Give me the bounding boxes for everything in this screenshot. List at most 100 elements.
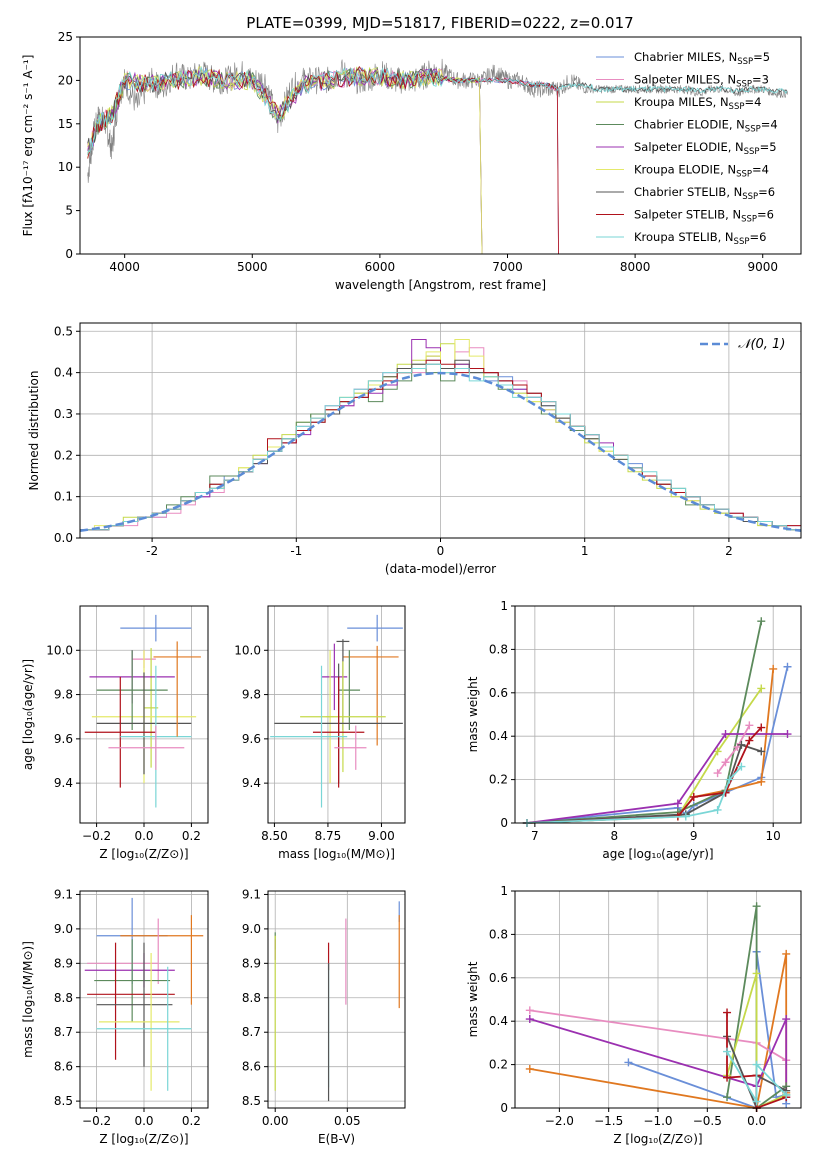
model-line <box>87 66 483 254</box>
massweight-vs-Z-panel: −2.0 −1.5 −1.0 −0.5 0.0 0 0.2 0.4 0.6 0.8 1 Z [log₁… <box>466 884 802 1146</box>
y-axis-label: mass weight <box>466 676 480 752</box>
weight-line <box>526 687 763 824</box>
legend-sub: SSP <box>734 237 750 247</box>
y-tick-label: 8.8 <box>242 991 261 1005</box>
legend-label: Salpeter ELODIE, NSSP=5 <box>634 140 777 157</box>
x-tick-label: −0.5 <box>693 1114 722 1128</box>
massweight-vs-age-panel: 7 8 9 10 0 0.2 0.4 0.6 0.8 1 age [log₁₀(age/yr)] ma… <box>466 599 802 861</box>
weight-marker <box>725 775 734 784</box>
y-tick-label: 10 <box>58 160 73 174</box>
x-tick-label: 8000 <box>620 260 651 274</box>
y-tick-label: 8.5 <box>242 1094 261 1108</box>
y-axis-label: Flux [fλ10⁻¹⁷ erg cm⁻² s⁻¹ A⁻¹] <box>21 55 35 237</box>
x-tick-label: 0.0 <box>134 1114 153 1128</box>
weight-marker <box>713 805 722 814</box>
y-tick-label: 0.4 <box>489 729 508 743</box>
model-line <box>87 67 559 254</box>
legend-label: Kroupa MILES, NSSP=4 <box>634 95 761 112</box>
x-tick-label: -1 <box>290 544 302 558</box>
y-tick-label: 25 <box>58 30 73 44</box>
y-tick-label: 10.0 <box>46 643 73 657</box>
weight-marker <box>681 812 690 821</box>
weight-marker <box>757 684 766 693</box>
weight-marker <box>757 747 766 756</box>
axes-frame <box>267 605 406 824</box>
model-line <box>87 68 483 254</box>
x-axis-label: wavelength [Angstrom, rest frame] <box>335 278 546 292</box>
y-tick-label: 0.5 <box>54 324 73 338</box>
weight-marker <box>723 1093 732 1102</box>
y-tick-label: 0 <box>500 1101 508 1115</box>
y-tick-label: 9.0 <box>242 922 261 936</box>
legend-count: =3 <box>752 73 769 87</box>
x-axis-label: Z [log₁₀(Z/Z⊙)] <box>613 1132 702 1146</box>
y-tick-label: 8.5 <box>54 1094 73 1108</box>
x-tick-label: −0.2 <box>82 1114 111 1128</box>
x-tick-label: −1.0 <box>643 1114 672 1128</box>
y-tick-label: 0 <box>65 247 73 261</box>
weight-marker <box>721 730 730 739</box>
spectrum-legend: Chabrier MILES, NSSP=5 Salpeter MILES, NS… <box>596 50 778 247</box>
axes-frame <box>514 605 802 824</box>
weight-marker <box>783 730 792 739</box>
y-tick-label: 0 <box>500 816 508 830</box>
y-tick-label: 0.8 <box>489 927 508 941</box>
model-line <box>87 66 559 254</box>
legend-label: Chabrier MILES, NSSP=5 <box>634 50 770 67</box>
x-tick-label: 8.75 <box>315 829 342 843</box>
y-axis-label: age [log₁₀(age/yr)] <box>21 659 35 770</box>
x-tick-label: 0.2 <box>182 829 201 843</box>
legend-count: =6 <box>758 185 775 199</box>
weight-line <box>526 621 763 824</box>
weight-line <box>526 666 789 824</box>
weight-marker <box>624 1058 633 1067</box>
y-tick-label: 8.6 <box>242 1060 261 1074</box>
weight-marker <box>752 1060 761 1069</box>
x-axis-label: age [log₁₀(age/yr)] <box>602 847 713 861</box>
y-tick-label: 8.9 <box>54 956 73 970</box>
x-tick-label: 9000 <box>747 260 778 274</box>
age-vs-Z-panel: −0.2 0.0 0.2 9.4 9.6 9.8 10.0 Z [log₁₀(Z/Z⊙)] ag… <box>21 605 209 861</box>
y-tick-label: 1 <box>500 884 508 898</box>
y-tick-label: 0.6 <box>489 971 508 985</box>
legend-sub: SSP <box>741 215 757 225</box>
y-tick-label: 9.4 <box>54 776 73 790</box>
weight-marker <box>525 1064 534 1073</box>
weight-line <box>526 668 775 824</box>
x-tick-label: 0.0 <box>747 1114 766 1128</box>
y-tick-label: 8.7 <box>242 1025 261 1039</box>
mass-vs-Z-panel: −0.2 0.0 0.2 8.5 8.6 8.7 8.8 8.9 9.0 9.1 Z [log₁₀(… <box>21 887 209 1146</box>
legend-label: Kroupa ELODIE, NSSP=4 <box>634 163 769 180</box>
y-tick-label: 10.0 <box>234 643 261 657</box>
x-tick-label: 1 <box>581 544 589 558</box>
legend-sub: SSP <box>736 80 752 90</box>
weight-marker <box>737 740 746 749</box>
x-tick-label: 0.00 <box>262 1114 289 1128</box>
y-tick-label: 9.4 <box>242 776 261 790</box>
weight-marker <box>782 949 791 958</box>
y-tick-label: 8.6 <box>54 1060 73 1074</box>
weight-marker <box>782 1090 791 1099</box>
y-tick-label: 15 <box>58 117 73 131</box>
legend-sub: SSP <box>744 147 760 157</box>
legend-count: =5 <box>753 50 770 64</box>
weight-marker <box>769 664 778 673</box>
y-tick-label: 9.0 <box>54 922 73 936</box>
legend-label: Kroupa STELIB, NSSP=6 <box>634 230 766 247</box>
y-tick-label: 0.8 <box>489 642 508 656</box>
x-axis-label: E(B-V) <box>318 1132 355 1146</box>
mass-vs-EBV-panel: 0.00 0.05 8.5 8.6 8.7 8.8 8.9 9.0 9.1 E(B-V) <box>242 887 406 1146</box>
y-tick-label: 0.3 <box>54 407 73 421</box>
axes-frame <box>267 890 406 1109</box>
x-tick-label: 8 <box>610 829 618 843</box>
weight-marker <box>757 617 766 626</box>
weight-marker <box>723 1047 732 1056</box>
x-tick-label: 2 <box>725 544 733 558</box>
weight-marker <box>525 1015 534 1024</box>
y-tick-label: 9.6 <box>242 732 261 746</box>
y-tick-label: 9.8 <box>242 688 261 702</box>
weight-marker <box>757 723 766 732</box>
x-tick-label: 10 <box>766 829 781 843</box>
x-tick-label: −1.5 <box>594 1114 623 1128</box>
legend-count: =6 <box>757 208 774 222</box>
